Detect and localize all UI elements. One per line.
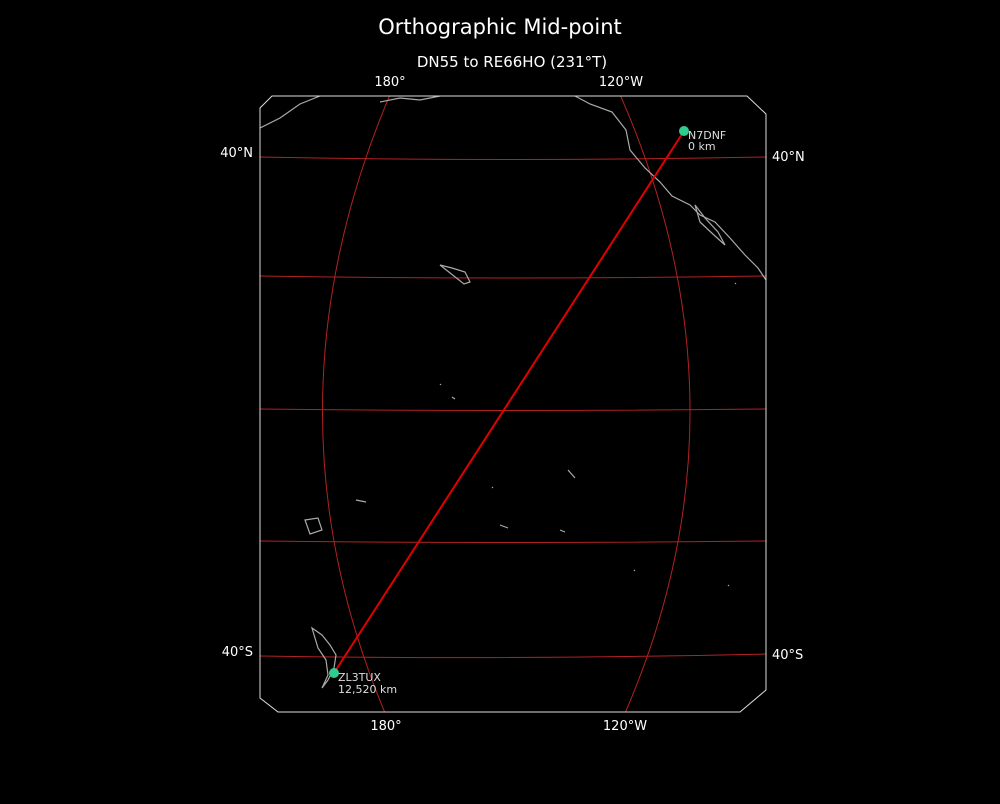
parallel (260, 408, 766, 411)
station-marker (329, 668, 339, 678)
station-marker (679, 126, 689, 136)
station-call: ZL3TUX (338, 671, 381, 684)
lat-label: 40°N (772, 150, 805, 165)
lon-label: 120°W (603, 719, 647, 734)
map-body (260, 96, 766, 712)
title: Orthographic Mid-point (378, 15, 622, 39)
coastline (574, 96, 766, 281)
parallel (260, 156, 766, 160)
map-frame (259, 95, 767, 713)
station-distance: 12,520 km (338, 683, 397, 696)
coastline (379, 96, 441, 103)
lat-label: 40°S (222, 645, 253, 660)
lat-label: 40°N (220, 146, 253, 161)
meridian (322, 96, 393, 712)
coastline (310, 626, 337, 689)
parallel (260, 275, 766, 279)
coastline (694, 204, 726, 246)
station-call: N7DNF (688, 129, 726, 142)
lon-label: 120°W (599, 75, 643, 90)
subtitle: DN55 to RE66HO (231°T) (417, 53, 607, 71)
parallel (260, 653, 766, 659)
lon-label: 180° (370, 719, 401, 734)
parallel (260, 540, 766, 543)
coastline (355, 282, 737, 587)
coastline (260, 96, 321, 129)
great-circle-path (333, 130, 685, 674)
coastline (439, 264, 471, 285)
ocean (260, 96, 766, 712)
lon-label: 180° (374, 75, 405, 90)
coastline (304, 517, 323, 535)
station-distance: 0 km (688, 140, 716, 153)
lat-label: 40°S (772, 648, 803, 663)
